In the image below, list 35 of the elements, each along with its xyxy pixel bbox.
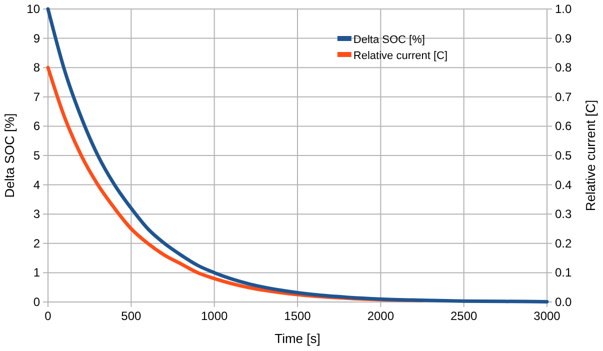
x-tick-label: 3000 <box>534 309 561 323</box>
x-tick-label: 2000 <box>367 309 394 323</box>
y-tick-label: 2 <box>33 236 40 250</box>
y-tick-label: 3 <box>33 207 40 222</box>
y-tick-label: 10 <box>26 2 40 16</box>
y-tick-label: 4 <box>33 178 40 192</box>
x-tick-label: 0 <box>44 309 52 323</box>
x-tick-label: 1500 <box>284 309 312 323</box>
y-tick-label: 9 <box>33 31 40 46</box>
y2-tick-label: 0.2 <box>555 236 572 250</box>
y2-tick-label: 0.6 <box>555 119 572 134</box>
y2-tick-label: 0.7 <box>555 90 572 104</box>
y-tick-label: 5 <box>33 148 40 162</box>
y-tick-label: 7 <box>33 90 40 104</box>
y2-tick-label: 0.0 <box>555 295 572 309</box>
y-tick-label: 6 <box>33 119 40 134</box>
legend-label: Delta SOC [%] <box>353 34 425 46</box>
y-tick-label: 1 <box>33 266 40 280</box>
y-tick-label: 8 <box>33 60 40 75</box>
y-axis-title: Delta SOC [%] <box>2 113 17 198</box>
x-tick-label: 1000 <box>200 309 228 323</box>
y2-axis-title: Relative current [C] <box>583 100 598 212</box>
x-axis-title: Time [s] <box>274 331 320 346</box>
legend-label: Relative current [C] <box>353 50 448 62</box>
y2-tick-label: 0.3 <box>555 207 572 222</box>
y-tick-label: 0 <box>33 295 40 309</box>
line-series <box>46 7 549 304</box>
y2-tick-label: 0.4 <box>555 178 572 192</box>
x-tick-label: 2500 <box>450 309 478 323</box>
y2-tick-label: 1.0 <box>555 2 572 16</box>
y2-tick-label: 0.8 <box>555 60 572 75</box>
x-tick-label: 500 <box>121 309 142 323</box>
y2-tick-label: 0.1 <box>555 266 572 280</box>
y2-tick-label: 0.9 <box>555 31 572 46</box>
y2-tick-label: 0.5 <box>555 148 572 162</box>
